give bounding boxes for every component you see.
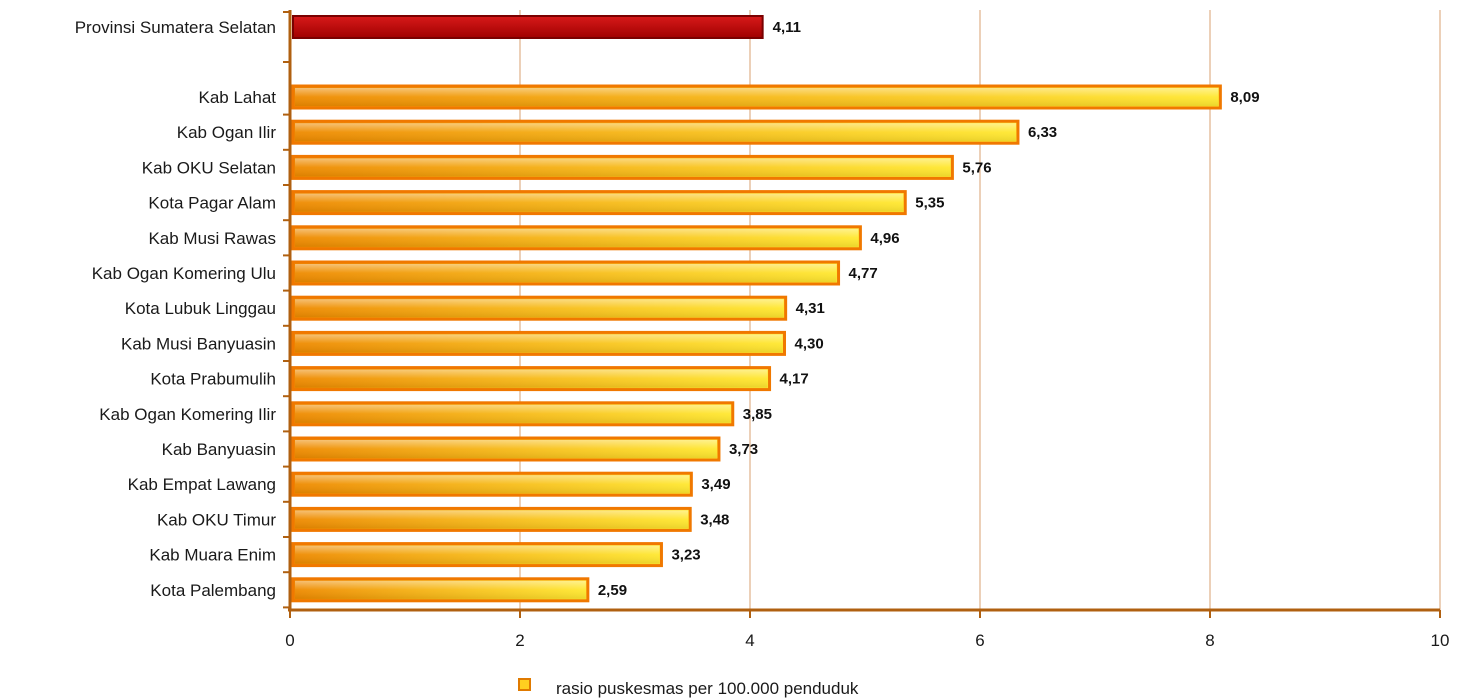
legend: rasio puskesmas per 100.000 penduduk [519, 679, 859, 698]
value-label: 5,76 [962, 159, 991, 176]
x-tick-label: 0 [285, 631, 294, 650]
category-label: Kab Muara Enim [149, 546, 276, 565]
bar [293, 156, 952, 178]
category-label: Kab Musi Banyuasin [121, 334, 276, 353]
bar [293, 544, 661, 566]
value-label: 4,31 [796, 300, 825, 317]
category-label: Kab Lahat [198, 88, 276, 107]
value-label: 3,73 [729, 441, 758, 458]
category-label: Kab Banyuasin [162, 440, 276, 459]
category-label: Kota Lubuk Linggau [125, 299, 276, 318]
bar [293, 438, 719, 460]
category-label: Kab Ogan Komering Ilir [99, 405, 276, 424]
category-label: Kab Ogan Komering Ulu [92, 264, 276, 283]
category-label: Kab Ogan Ilir [177, 123, 277, 142]
value-label: 4,96 [870, 230, 899, 247]
bar [293, 579, 588, 601]
value-label: 6,33 [1028, 124, 1057, 141]
bar [293, 192, 905, 214]
legend-swatch [519, 679, 530, 690]
category-label: Provinsi Sumatera Selatan [75, 18, 276, 37]
x-tick-label: 2 [515, 631, 524, 650]
value-label: 8,09 [1230, 89, 1259, 106]
bar [293, 121, 1018, 143]
bar [293, 297, 786, 319]
value-label: 3,23 [671, 547, 700, 564]
bar [293, 332, 785, 354]
x-tick-label: 10 [1431, 631, 1450, 650]
value-label: 4,77 [849, 265, 878, 282]
category-label: Kab Musi Rawas [148, 229, 276, 248]
value-label: 3,48 [700, 511, 729, 528]
x-tick-label: 6 [975, 631, 984, 650]
x-tick-label: 4 [745, 631, 754, 650]
value-label: 4,30 [795, 335, 824, 352]
category-label: Kota Prabumulih [150, 370, 276, 389]
category-label: Kab Empat Lawang [128, 475, 276, 494]
bar [293, 508, 690, 530]
bar [293, 403, 733, 425]
bar-highlight [293, 16, 763, 38]
category-label: Kab OKU Selatan [142, 158, 276, 177]
category-label: Kab OKU Timur [157, 510, 276, 529]
category-label: Kota Pagar Alam [148, 194, 276, 213]
value-label: 4,17 [780, 371, 809, 388]
bar [293, 368, 770, 390]
bar [293, 86, 1220, 108]
bar [293, 473, 691, 495]
bars [293, 16, 1220, 601]
x-tick-label: 8 [1205, 631, 1214, 650]
legend-label: rasio puskesmas per 100.000 penduduk [556, 679, 859, 698]
value-label: 4,11 [773, 19, 801, 36]
value-label: 3,49 [701, 476, 730, 493]
category-label: Kota Palembang [150, 581, 276, 600]
value-label: 5,35 [915, 195, 944, 212]
value-label: 2,59 [598, 582, 627, 599]
bar [293, 262, 839, 284]
value-label: 3,85 [743, 406, 772, 423]
bar [293, 227, 860, 249]
